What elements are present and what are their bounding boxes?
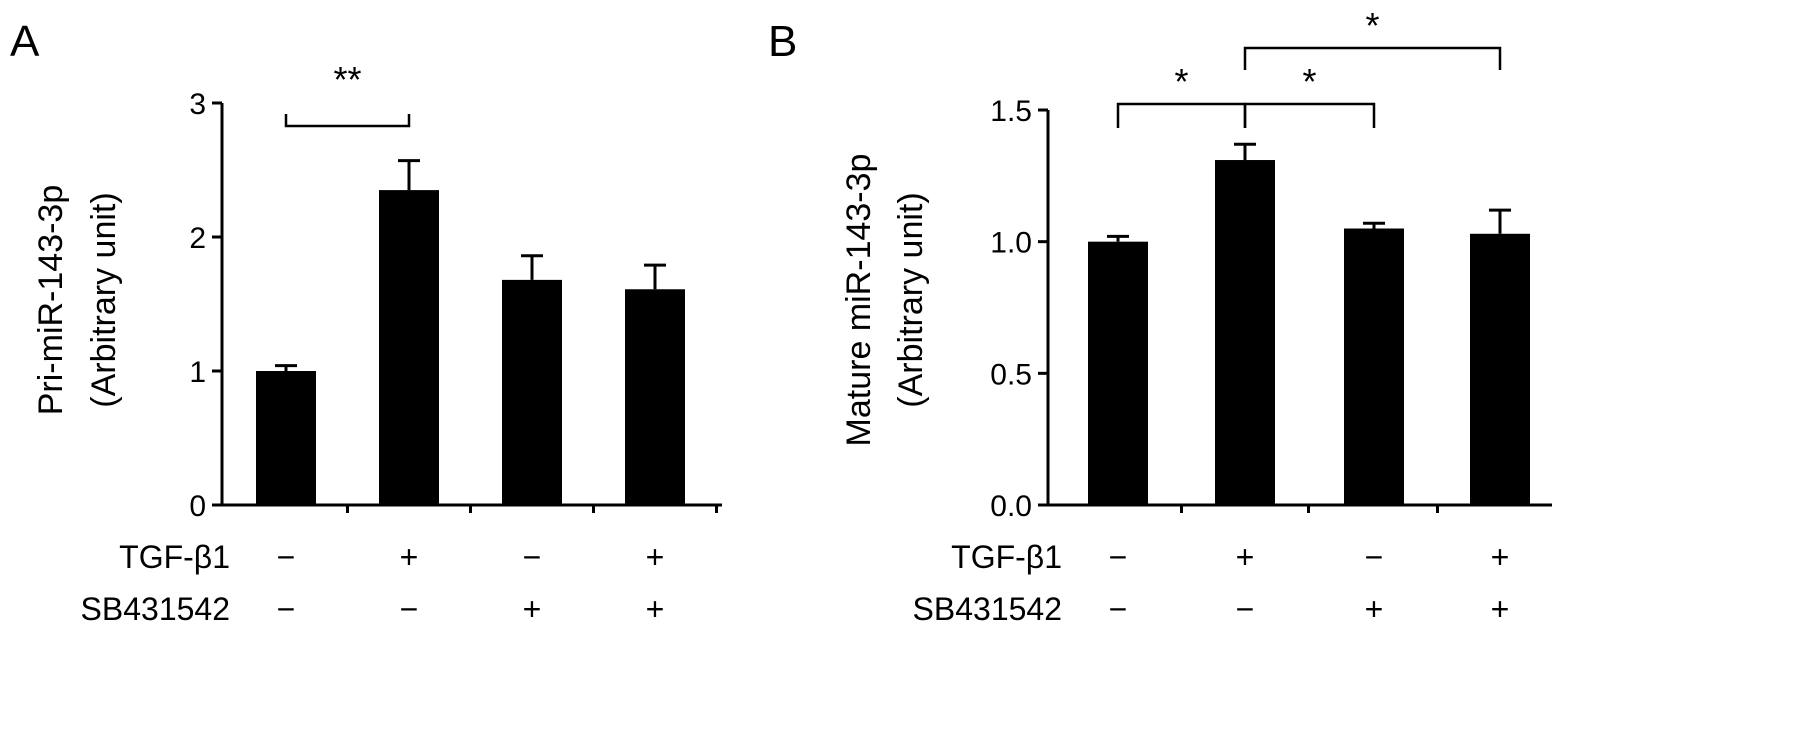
significance-bracket: [1243, 46, 1502, 70]
condition-mark: −: [1236, 591, 1255, 627]
condition-mark: +: [646, 591, 665, 627]
bar-1: [256, 371, 316, 505]
condition-mark: −: [1365, 539, 1384, 575]
y-tick-label: 1.5: [990, 95, 1032, 128]
condition-mark: +: [1491, 591, 1510, 627]
bar-1: [1088, 241, 1148, 505]
condition-mark: −: [277, 539, 296, 575]
condition-row-label: SB431542: [81, 591, 230, 627]
panel-b: B Mature miR-143-3p (Arbitrary unit) 0.0 0.5…: [768, 5, 1552, 627]
significance-bracket: [284, 114, 411, 128]
bar-3: [1344, 228, 1404, 505]
bar-4: [1470, 233, 1530, 505]
y-axis-label: Pri-miR-143-3p: [32, 185, 70, 416]
y-tick-label: 1.0: [990, 227, 1032, 260]
y-axis-label: (Arbitrary unit): [85, 192, 123, 407]
significance-bracket: [1243, 102, 1376, 128]
significance-label: *: [1174, 61, 1188, 102]
panel-letter: B: [768, 17, 797, 66]
condition-mark: −: [400, 591, 419, 627]
condition-row-label: TGF-β1: [119, 539, 230, 575]
significance-label: *: [1365, 5, 1379, 46]
y-tick-label: 3: [189, 88, 206, 121]
bar-2: [379, 190, 439, 505]
panel-letter: A: [10, 17, 40, 66]
y-tick-label: 1: [189, 356, 206, 389]
y-tick-label: 0.5: [990, 358, 1032, 391]
significance-label: **: [333, 59, 361, 100]
condition-mark: −: [1109, 539, 1128, 575]
bar-2: [1215, 160, 1275, 506]
condition-mark: +: [1491, 539, 1510, 575]
bar-3: [502, 279, 562, 505]
condition-row-label: SB431542: [913, 591, 1062, 627]
condition-mark: +: [523, 591, 542, 627]
y-tick-label: 2: [189, 222, 206, 255]
condition-mark: −: [523, 539, 542, 575]
y-axis-label: Mature miR-143-3p: [840, 154, 878, 447]
significance-label: *: [1302, 61, 1316, 102]
condition-mark: +: [1365, 591, 1384, 627]
condition-row-label: TGF-β1: [951, 539, 1062, 575]
panel-a: A Pri-miR-143-3p (Arbitrary unit) 0 1 2 3 ** TGF…: [10, 17, 722, 627]
significance-bracket: [1116, 102, 1247, 128]
y-tick-label: 0: [189, 490, 206, 523]
y-axis-label: (Arbitrary unit): [892, 192, 930, 407]
bar-4: [625, 289, 685, 505]
condition-mark: +: [1236, 539, 1255, 575]
condition-mark: +: [400, 539, 419, 575]
condition-mark: −: [1109, 591, 1128, 627]
condition-mark: −: [277, 591, 296, 627]
condition-mark: +: [646, 539, 665, 575]
y-tick-label: 0.0: [990, 490, 1032, 523]
